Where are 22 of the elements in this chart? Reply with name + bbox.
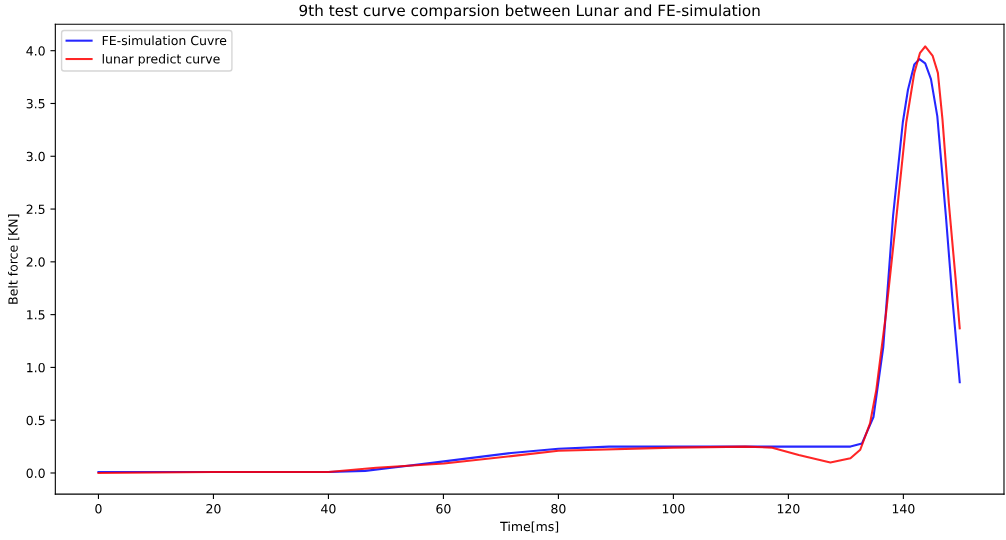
x-axis-title: Time[ms] <box>500 521 559 533</box>
x-tick-label: 100 <box>662 504 685 514</box>
y-tick-label: 4.0 <box>26 46 45 56</box>
y-tick-label: 1.5 <box>27 310 45 320</box>
x-tick-label: 140 <box>892 504 915 514</box>
y-tick-label: 0.0 <box>26 468 45 478</box>
x-tick-label: 120 <box>777 504 800 514</box>
y-tick-label: 1.0 <box>27 362 45 373</box>
y-axis-title: Belt force [KN] <box>8 214 20 304</box>
legend-label: lunar predict curve <box>102 53 220 66</box>
x-tick-label: 60 <box>436 504 451 514</box>
legend-label: FE-simulation Cuvre <box>102 35 227 46</box>
x-tick-label: 40 <box>321 504 336 514</box>
y-tick-label: 2.5 <box>26 204 45 214</box>
y-tick-label: 3.5 <box>26 98 45 109</box>
y-tick-label: 0.5 <box>26 415 45 426</box>
y-tick-label: 3.0 <box>26 151 45 162</box>
y-tick-label: 2.0 <box>26 257 45 267</box>
x-tick-label: 20 <box>206 504 221 514</box>
x-tick-label: 0 <box>95 504 102 514</box>
chart-title: 9th test curve comparsion between Lunar and FE-simulation <box>299 4 760 20</box>
x-tick-label: 80 <box>551 504 566 514</box>
